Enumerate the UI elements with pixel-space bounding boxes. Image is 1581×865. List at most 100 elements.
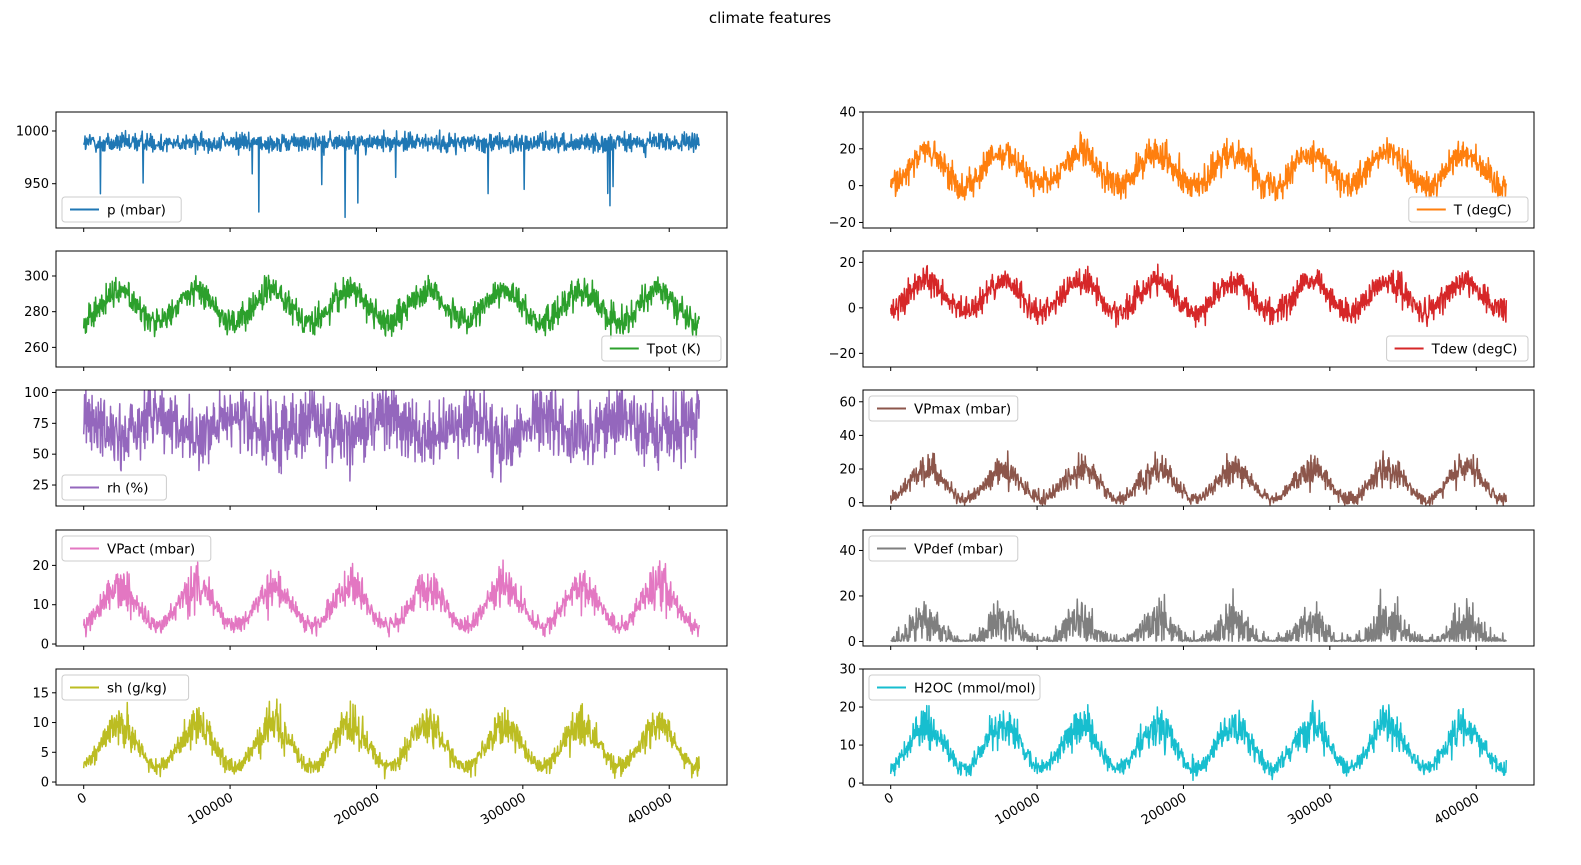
x-tick-label: 100000 (993, 790, 1043, 828)
legend: H2OC (mmol/mol) (868, 674, 1041, 701)
axes-frame (862, 668, 1535, 786)
y-tick-label: 300 (24, 269, 49, 284)
x-tick-label: 0 (75, 790, 90, 807)
legend-label: VPmax (mbar) (914, 402, 1011, 418)
legend: Tpot (K) (601, 335, 722, 362)
legend-label: Tdew (degC) (1431, 342, 1518, 358)
legend-label: sh (g/kg) (107, 681, 167, 697)
legend-label: rh (%) (107, 481, 149, 497)
axes-frame (862, 529, 1535, 647)
subplot-4: −20 0 20 Tdew (degC) (829, 250, 1535, 371)
y-tick-label: 5 (41, 746, 49, 761)
figure-title: climate features (709, 9, 831, 27)
legend-box (868, 535, 1019, 562)
y-tick-label: 25 (32, 479, 49, 494)
axes-frame (862, 111, 1535, 229)
y-tick-label: 10 (32, 598, 49, 613)
y-tick-label: 20 (839, 256, 856, 271)
y-tick-label: 20 (32, 559, 49, 574)
legend-label: VPdef (mbar) (914, 542, 1003, 558)
y-tick-label: 40 (839, 429, 856, 444)
legend-label: T (degC) (1453, 203, 1512, 219)
legend-label: VPact (mbar) (107, 542, 195, 558)
axes-frame (862, 389, 1535, 507)
subplot-1: 950 1000 p (mbar) (16, 111, 728, 232)
legend-box (61, 674, 190, 701)
y-tick-label: 20 (839, 589, 856, 604)
x-tick-label: 100000 (186, 790, 236, 828)
y-tick-label: 260 (24, 341, 49, 356)
x-tick-label: 300000 (1285, 790, 1335, 828)
y-tick-label: 20 (839, 463, 856, 478)
y-tick-label: −20 (829, 347, 856, 362)
legend: rh (%) (61, 474, 167, 501)
legend: p (mbar) (61, 196, 182, 223)
axes-frame (55, 111, 728, 229)
subplot-10: 0 10 20 30 0 100000 200000 300000 400000 H2OC (mm… (839, 663, 1535, 828)
series-line-1 (82, 129, 701, 219)
y-tick-label: 1000 (16, 124, 49, 139)
series-line-5 (82, 390, 701, 483)
series-line-8 (890, 588, 1507, 643)
y-tick-label: 0 (848, 635, 856, 650)
y-tick-label: 50 (32, 448, 49, 463)
legend: Tdew (degC) (1386, 335, 1529, 362)
y-tick-label: 0 (848, 777, 856, 792)
y-tick-label: 15 (32, 686, 49, 701)
y-tick-label: 0 (848, 179, 856, 194)
legend: VPmax (mbar) (868, 395, 1019, 422)
series-line-3 (82, 274, 701, 340)
legend-label: p (mbar) (107, 203, 166, 219)
subplot-6: 0 20 40 60 VPmax (mbar) (839, 389, 1535, 511)
legend-box (868, 395, 1019, 422)
legend: T (degC) (1408, 196, 1529, 223)
x-tick-label: 300000 (478, 790, 528, 828)
subplot-8: 0 20 40 VPdef (mbar) (839, 529, 1535, 650)
legend-label: Tpot (K) (646, 342, 701, 358)
legend-box (1386, 335, 1529, 362)
legend-label: H2OC (mmol/mol) (914, 681, 1036, 697)
x-tick-label: 400000 (1432, 790, 1482, 828)
series-line-10 (889, 699, 1508, 782)
x-tick-label: 200000 (1139, 790, 1189, 828)
x-tick-label: 0 (882, 790, 897, 807)
y-tick-label: 0 (41, 776, 49, 791)
axes-frame (55, 250, 728, 368)
axes-frame (55, 389, 728, 507)
axes-frame (55, 668, 728, 786)
y-tick-label: 280 (24, 305, 49, 320)
legend: VPact (mbar) (61, 535, 212, 562)
y-tick-label: 10 (839, 739, 856, 754)
y-tick-label: 0 (848, 496, 856, 511)
subplot-7: 0 10 20 VPact (mbar) (32, 529, 728, 653)
y-tick-label: 20 (839, 701, 856, 716)
series-line-2 (889, 131, 1508, 202)
y-tick-label: 40 (839, 106, 856, 121)
legend-box (61, 535, 212, 562)
axes-frame (862, 250, 1535, 368)
legend-box (601, 335, 722, 362)
legend: sh (g/kg) (61, 674, 190, 701)
y-tick-label: 950 (24, 177, 49, 192)
subplot-9: 0 5 10 15 0 100000 200000 300000 400000 sh (g/kg) (32, 668, 728, 828)
y-tick-label: 20 (839, 142, 856, 157)
series-line-7 (82, 559, 701, 638)
legend: VPdef (mbar) (868, 535, 1019, 562)
y-tick-label: 10 (32, 716, 49, 731)
series-line-9 (82, 698, 701, 780)
legend-box (61, 196, 182, 223)
series-line-4 (889, 263, 1508, 328)
x-tick-label: 400000 (625, 790, 675, 828)
axes-frame (55, 529, 728, 647)
subplot-3: 260 280 300 Tpot (K) (24, 250, 728, 371)
legend-box (868, 674, 1041, 701)
legend-box (1408, 196, 1529, 223)
y-tick-label: 0 (41, 638, 49, 653)
legend-box (61, 474, 167, 501)
y-tick-label: 75 (32, 417, 49, 432)
y-tick-label: 30 (839, 663, 856, 678)
y-tick-label: 40 (839, 544, 856, 559)
y-tick-label: 60 (839, 395, 856, 410)
y-tick-label: 0 (848, 301, 856, 316)
